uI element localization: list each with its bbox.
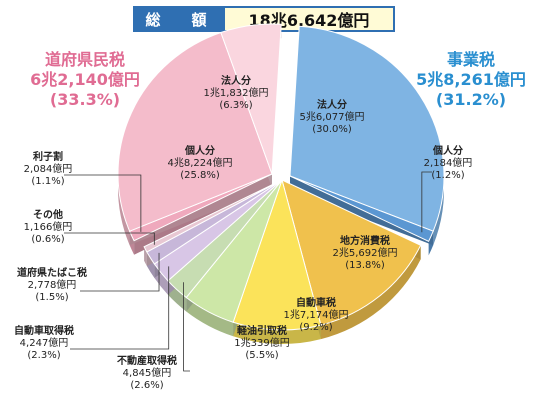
leader-line-9	[64, 174, 142, 232]
label-slice-11: 法人分 1兆1,832億円 (6.3%)	[203, 76, 269, 111]
slice-3	[232, 178, 322, 331]
slice-10	[117, 31, 273, 232]
group-amount-prefectural: 6兆2,140億円	[30, 70, 140, 89]
group-amount-business: 5兆8,261億円	[416, 70, 526, 89]
label-slice-3: 自動車税 1兆7,174億円 (9.2%)	[283, 298, 349, 333]
group-pct-business: (31.2%)	[435, 90, 507, 109]
label-slice-7: 道府県たばこ税 2,778億円 (1.5%)	[17, 268, 87, 303]
slice-edge-10	[129, 174, 272, 246]
group-pct-prefectural: (33.3%)	[49, 90, 121, 109]
slice-0	[289, 25, 445, 232]
label-slice-1: 個人分 2,184億円 (1.2%)	[423, 146, 473, 181]
label-slice-0: 法人分 5兆6,077億円 (30.0%)	[299, 100, 365, 135]
label-slice-10: 個人分 4兆8,224億円 (25.8%)	[167, 146, 233, 181]
slice-11	[220, 23, 282, 175]
slice-wall-3	[233, 322, 321, 345]
slice-wall-2	[320, 245, 421, 340]
group-name-business: 事業税	[446, 50, 495, 69]
total-label: 総 額	[135, 8, 225, 30]
slice-8	[143, 179, 283, 253]
leader-line-6	[70, 266, 170, 350]
leader-line-8	[64, 232, 155, 245]
leader-line-1	[421, 171, 432, 233]
group-label-prefectural: 道府県民税 6兆2,140億円 (33.3%)	[10, 50, 160, 110]
label-slice-4: 軽油引取税 1兆339億円 (5.5%)	[234, 326, 290, 361]
label-slice-5: 不動産取得税 4,845億円 (2.6%)	[117, 356, 177, 391]
label-slice-8: その他 1,166億円 (0.6%)	[23, 210, 73, 245]
leader-line-7	[80, 252, 160, 292]
slice-1	[289, 175, 434, 242]
slice-wall-4	[186, 297, 234, 337]
label-slice-2: 地方消費税 2兆5,692億円 (13.8%)	[332, 236, 398, 271]
group-label-business: 事業税 5兆8,261億円 (31.2%)	[396, 50, 546, 110]
group-name-prefectural: 道府県民税	[44, 50, 125, 69]
leader-line-5	[183, 282, 190, 372]
slice-2	[281, 179, 422, 326]
label-slice-6: 自動車取得税 4,247億円 (2.3%)	[14, 326, 74, 361]
label-slice-9: 利子割 2,084億円 (1.1%)	[23, 152, 73, 187]
